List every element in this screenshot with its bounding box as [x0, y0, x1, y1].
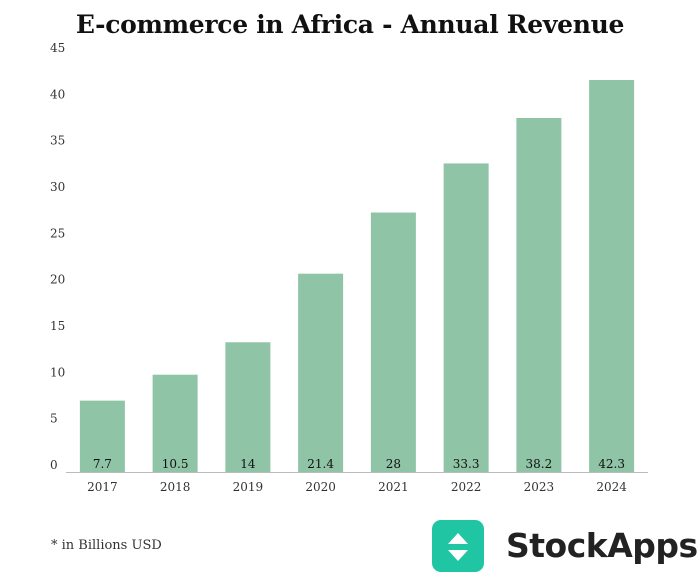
bar-2018 — [152, 374, 198, 472]
data-label: 42.3 — [598, 457, 625, 471]
x-tick-label: 2022 — [451, 480, 482, 494]
x-tick-label: 2019 — [233, 480, 264, 494]
y-axis: 0 5 10 15 20 25 30 35 40 45 — [50, 41, 65, 472]
data-label: 33.3 — [453, 457, 480, 471]
y-tick-label: 5 — [50, 412, 58, 426]
y-tick-label: 45 — [50, 41, 65, 55]
x-tick-label: 2023 — [524, 480, 555, 494]
y-tick-label: 30 — [50, 180, 65, 194]
up-down-arrows-icon — [432, 520, 484, 572]
data-label: 14 — [240, 457, 256, 471]
bar-2017 — [79, 400, 125, 472]
y-tick-label: 35 — [50, 134, 65, 148]
x-tick-label: 2024 — [596, 480, 627, 494]
data-label: 7.7 — [93, 457, 112, 471]
chart-title: E-commerce in Africa - Annual Revenue — [75, 10, 625, 39]
y-tick-label: 0 — [50, 458, 58, 472]
y-tick-label: 10 — [50, 365, 65, 379]
x-axis: 2017 2018 2019 2020 2021 2022 2023 2024 — [87, 480, 627, 494]
bar-2021 — [370, 212, 416, 473]
bar-2022 — [443, 163, 489, 473]
bar-2020 — [298, 273, 344, 472]
x-tick-label: 2017 — [87, 480, 118, 494]
data-label: 10.5 — [162, 457, 189, 471]
y-tick-label: 25 — [50, 226, 65, 240]
y-tick-label: 15 — [50, 319, 65, 333]
data-label: 28 — [386, 457, 401, 471]
x-tick-label: 2021 — [378, 480, 409, 494]
data-label: 38.2 — [526, 457, 553, 471]
y-tick-label: 40 — [50, 87, 65, 101]
bar-2024 — [589, 80, 635, 473]
data-label: 21.4 — [307, 457, 334, 471]
y-tick-label: 20 — [50, 273, 65, 287]
brand-name: StockApps — [506, 526, 698, 565]
bars: 7.7 10.5 14 21.4 28 33.3 38.2 42.3 — [79, 80, 635, 473]
brand-logo: StockApps — [432, 518, 700, 572]
bar-chart: 0 5 10 15 20 25 30 35 40 45 7.7 10.5 14 21.4 28 33.3 38… — [50, 41, 648, 494]
footnote: * in Billions USD — [51, 538, 162, 553]
x-tick-label: 2020 — [305, 480, 336, 494]
bar-2019 — [225, 342, 271, 472]
bar-2023 — [516, 118, 562, 472]
x-tick-label: 2018 — [160, 480, 191, 494]
